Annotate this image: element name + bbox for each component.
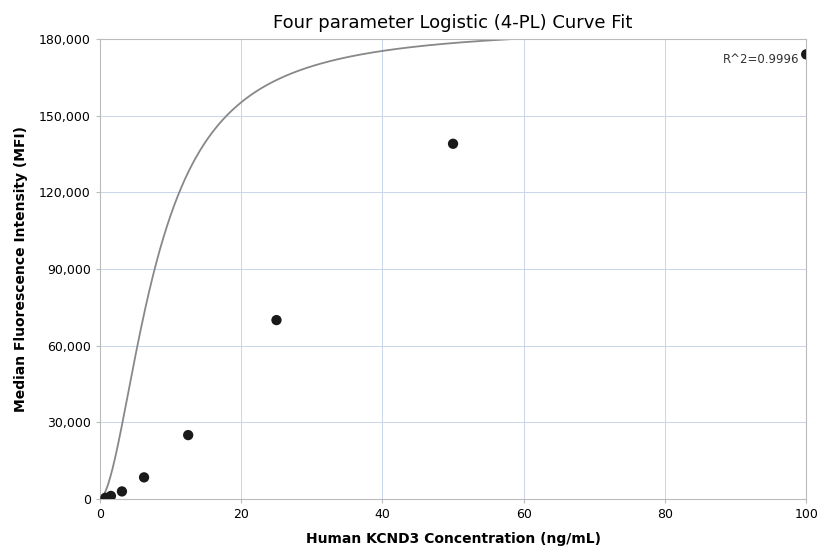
X-axis label: Human KCND3 Concentration (ng/mL): Human KCND3 Concentration (ng/mL)	[305, 532, 601, 546]
Point	[99, 493, 112, 502]
Point	[116, 487, 129, 496]
Title: Four parameter Logistic (4-PL) Curve Fit: Four parameter Logistic (4-PL) Curve Fit	[274, 14, 632, 32]
Point	[137, 473, 151, 482]
Point	[104, 492, 117, 501]
Point	[270, 316, 283, 325]
Point	[181, 431, 195, 440]
Text: R^2=0.9996: R^2=0.9996	[723, 53, 799, 66]
Point	[447, 139, 460, 148]
Y-axis label: Median Fluorescence Intensity (MFI): Median Fluorescence Intensity (MFI)	[14, 126, 28, 412]
Point	[800, 50, 813, 59]
